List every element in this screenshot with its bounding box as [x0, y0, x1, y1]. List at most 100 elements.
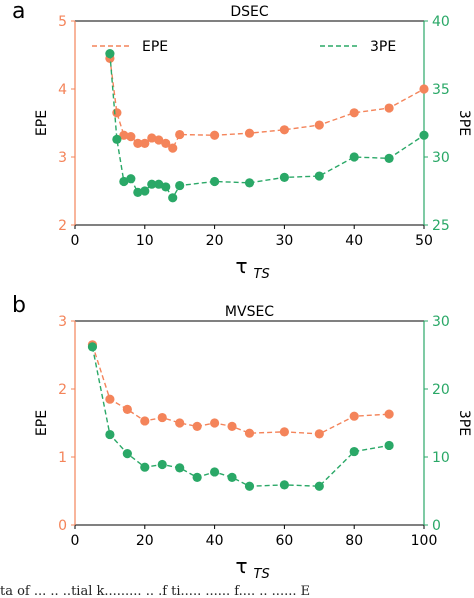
x-tick-label: 0	[71, 233, 80, 249]
data-point-epe	[314, 120, 324, 130]
y-tick-label-right: 40	[432, 14, 450, 30]
data-point-3pe	[314, 481, 324, 491]
x-tick-label: 40	[345, 233, 363, 249]
y-tick-label-left: 5	[58, 14, 67, 30]
data-point-3pe	[384, 440, 394, 451]
data-point-epe	[147, 133, 157, 143]
data-point-3pe	[122, 449, 132, 459]
data-point-epe	[105, 394, 115, 404]
y-tick-label-left: 1	[58, 450, 67, 466]
y-tick-label-left: 3	[58, 150, 67, 166]
data-point-epe	[161, 138, 171, 148]
data-point-epe	[384, 409, 394, 419]
data-point-epe	[192, 421, 202, 431]
data-point-3pe	[244, 178, 255, 188]
data-point-3pe	[154, 179, 164, 189]
y-tick-label-right: 30	[432, 150, 450, 166]
chart-title: MVSEC	[225, 304, 274, 320]
panel-a-dsec: a DSEC 0 10 20 30 40 50 2 3 4 5 25 30 35 40 EPE 3PE τ TS EPE…	[12, 0, 472, 282]
x-tick-label: 80	[345, 533, 363, 549]
data-point-epe	[384, 103, 394, 113]
y-tick-label-right: 25	[432, 218, 450, 234]
data-point-epe	[244, 128, 255, 138]
data-point-epe	[122, 404, 132, 414]
data-point-epe	[210, 130, 220, 140]
data-point-3pe	[192, 472, 202, 482]
y-tick-label-right: 0	[432, 518, 441, 534]
data-point-epe	[244, 428, 255, 438]
y-tick-label-left: 2	[58, 382, 67, 398]
data-point-epe	[140, 138, 150, 148]
y-axis-label-left: EPE	[34, 410, 50, 436]
x-tick-label: 0	[71, 533, 80, 549]
data-point-epe	[279, 125, 289, 135]
data-point-3pe	[227, 472, 237, 482]
y-tick-label-right: 35	[432, 82, 450, 98]
data-point-3pe	[133, 187, 143, 197]
data-point-3pe	[175, 180, 185, 191]
series-line-3pe	[91, 346, 390, 487]
x-tick-label: 100	[411, 533, 438, 549]
data-point-3pe	[105, 429, 115, 440]
y-axis-label-right: 3PE	[456, 110, 472, 136]
x-tick-label: 60	[275, 533, 293, 549]
data-point-epe	[119, 130, 129, 140]
series-line-3pe	[109, 53, 425, 200]
chart-title: DSEC	[230, 4, 269, 20]
data-point-3pe	[87, 342, 98, 352]
legend-label-3pe: 3PE	[370, 39, 396, 55]
data-point-3pe	[314, 171, 324, 181]
data-point-3pe	[161, 182, 171, 192]
x-tick-label: 20	[136, 533, 154, 549]
data-point-3pe	[119, 176, 129, 187]
data-point-epe	[314, 429, 324, 439]
legend-label-epe: EPE	[142, 39, 168, 55]
data-point-3pe	[168, 193, 178, 203]
data-point-epe	[175, 418, 185, 428]
y-tick-label-right: 10	[432, 450, 450, 466]
caption-fragment: ta of ... .. ..tial k......... .. .f ti.…	[0, 584, 311, 598]
y-tick-label-right: 20	[432, 382, 450, 398]
data-point-epe	[168, 143, 178, 153]
data-point-epe	[419, 84, 429, 94]
y-axis-label-right: 3PE	[456, 410, 472, 436]
data-point-epe	[157, 412, 167, 423]
data-point-3pe	[126, 174, 136, 184]
data-point-3pe	[140, 462, 150, 472]
data-point-epe	[126, 132, 136, 142]
data-point-3pe	[175, 463, 185, 473]
panel-label: a	[12, 0, 25, 24]
x-tick-label: 10	[136, 233, 154, 249]
data-point-3pe	[140, 186, 150, 196]
data-point-3pe	[279, 172, 289, 182]
data-point-epe	[227, 421, 237, 431]
y-tick-label-right: 30	[432, 314, 450, 330]
x-axis-label-subscript: TS	[254, 567, 270, 582]
y-tick-label-left: 4	[58, 82, 67, 98]
series-line-epe	[109, 58, 425, 150]
x-tick-label: 30	[275, 233, 293, 249]
x-axis-label: τ	[235, 254, 247, 278]
y-tick-label-left: 0	[58, 518, 67, 534]
data-point-3pe	[384, 153, 394, 163]
y-tick-label-left: 2	[58, 218, 67, 234]
data-point-3pe	[279, 480, 289, 490]
x-tick-label: 40	[206, 533, 224, 549]
x-tick-label: 50	[415, 233, 433, 249]
data-point-3pe	[157, 459, 167, 470]
data-point-epe	[133, 138, 143, 148]
data-point-3pe	[349, 446, 359, 457]
data-point-epe	[349, 411, 359, 421]
y-axis-label-left: EPE	[34, 110, 50, 136]
data-point-3pe	[349, 152, 359, 162]
data-point-3pe	[147, 179, 157, 189]
series-line-epe	[91, 344, 390, 435]
data-point-epe	[175, 129, 185, 140]
data-point-epe	[140, 416, 150, 426]
data-point-epe	[210, 418, 220, 428]
x-axis-label-subscript: TS	[254, 267, 270, 282]
data-point-3pe	[210, 176, 220, 187]
data-point-3pe	[112, 134, 122, 144]
